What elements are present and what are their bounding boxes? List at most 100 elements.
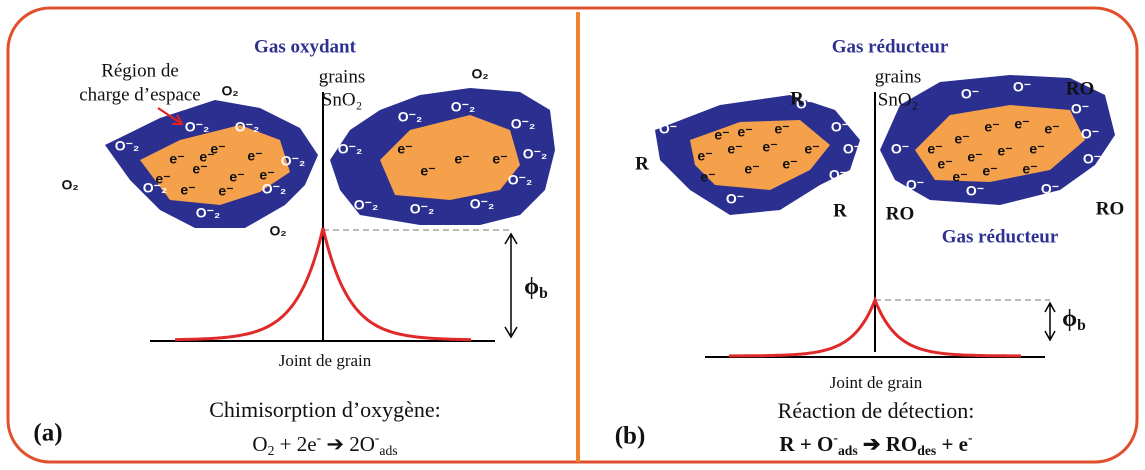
text-segment: ϕ (524, 274, 539, 300)
label: e⁻ (1022, 161, 1037, 177)
label: e⁻ (954, 131, 969, 147)
label: O⁻ (1081, 126, 1099, 142)
double-arrow (1044, 301, 1056, 342)
label: e⁻ (1014, 116, 1029, 132)
caption: Réaction de détection: (778, 398, 975, 423)
label: O⁻₂ (410, 201, 435, 217)
label: O⁻ (1041, 181, 1059, 197)
label: e⁻ (210, 141, 225, 157)
label: O⁻₂ (511, 116, 536, 132)
label: RO (1096, 198, 1125, 219)
label: O⁻₂ (470, 196, 495, 212)
text-segment: R + O (779, 432, 833, 456)
label: O⁻₂ (143, 180, 168, 196)
text-segment: - (317, 430, 322, 445)
label: R (635, 153, 649, 174)
label: O⁻ (961, 86, 979, 102)
label: O⁻ (726, 191, 744, 207)
label: e⁻ (454, 151, 469, 167)
panel-tag: (b) (615, 423, 646, 450)
grain-core (380, 115, 520, 200)
text-segment: des (917, 443, 936, 458)
label: e⁻ (937, 156, 952, 172)
label: e⁻ (247, 148, 262, 164)
label: e⁻ (762, 139, 777, 155)
label: e⁻ (804, 141, 819, 157)
label: O⁻₂ (115, 138, 140, 154)
label: e⁻ (199, 149, 214, 165)
label: e⁻ (952, 169, 967, 185)
label: e⁻ (218, 183, 233, 199)
label: O⁻₂ (235, 119, 260, 135)
label: e⁻ (192, 161, 207, 177)
label: O⁻ (1013, 79, 1031, 95)
gas-label: Gas réducteur (832, 36, 949, 57)
potential-curve (175, 227, 471, 342)
label: e⁻ (492, 151, 507, 167)
label: e⁻ (420, 163, 435, 179)
barrier-label: ϕb (1062, 306, 1086, 334)
region-label: Région de (101, 60, 179, 81)
label: e⁻ (700, 169, 715, 185)
text-segment: b (1077, 317, 1086, 334)
label: e⁻ (397, 141, 412, 157)
frame (6, 6, 1139, 464)
label: e⁻ (727, 141, 742, 157)
grain-core (140, 125, 290, 205)
label: O⁻ (1083, 151, 1101, 167)
label: O⁻₂ (508, 172, 533, 188)
label: O⁻₂ (185, 119, 210, 135)
potential-curve (729, 296, 1021, 358)
label: O⁻₂ (281, 153, 306, 169)
label: O⁻ (831, 119, 849, 135)
label: O⁻ (659, 121, 677, 137)
text-segment: + 2e (274, 432, 316, 456)
label: O⁻₂ (262, 181, 287, 197)
text-segment: ads (838, 443, 858, 458)
label: O⁻ (891, 141, 909, 157)
label: O₂ (221, 83, 238, 99)
text-segment: + e (936, 432, 968, 456)
text-segment: ➔ 2O (321, 432, 375, 456)
label: O₂ (61, 177, 78, 193)
label: e⁻ (782, 156, 797, 172)
label: e⁻ (1044, 121, 1059, 137)
text-segment: O (252, 432, 267, 456)
labels: O⁻₂ O⁻₂O⁻₂O⁻₂O⁻₂ O⁻₂O⁻₂e⁻e⁻ e⁻e⁻e⁻ e⁻ e⁻e⁻ e⁻e… (61, 66, 1124, 239)
label: e⁻ (744, 161, 759, 177)
label: O₂ (269, 223, 286, 239)
text-segment: - (375, 430, 380, 445)
label: e⁻ (259, 167, 274, 183)
label: e⁻ (229, 169, 244, 185)
equation: O2 + 2e- ➔ 2O-ads (252, 430, 397, 458)
label: e⁻ (927, 141, 942, 157)
label: e⁻ (169, 151, 184, 167)
label: e⁻ (774, 121, 789, 137)
label: e⁻ (982, 163, 997, 179)
label: O⁻₂ (451, 99, 476, 115)
double-arrow (504, 232, 518, 339)
label: R (790, 88, 804, 109)
gas-label: Gas oxydant (254, 36, 357, 57)
label: e⁻ (1029, 141, 1044, 157)
label: e⁻ (997, 143, 1012, 159)
caption: Chimisorption d’oxygène: (209, 397, 441, 422)
text-segment: - (968, 430, 973, 445)
region-label: charge d’espace (79, 84, 201, 105)
label: O⁻ (796, 96, 814, 112)
label: O⁻₂ (338, 141, 363, 157)
label: O⁻ (1071, 101, 1089, 117)
arrow (157, 107, 184, 125)
barrier-label: ϕb (524, 274, 548, 302)
text-segment: ads (379, 443, 397, 458)
label: O⁻ (906, 177, 924, 193)
label: e⁻ (984, 119, 999, 135)
grains-label: grains (319, 66, 365, 87)
text-segment: b (539, 285, 548, 302)
text-segment: 2 (268, 443, 275, 458)
label: RO (886, 203, 915, 224)
grain-core (690, 120, 830, 190)
label: O⁻ (843, 141, 861, 157)
text-segment: ϕ (1062, 306, 1077, 332)
